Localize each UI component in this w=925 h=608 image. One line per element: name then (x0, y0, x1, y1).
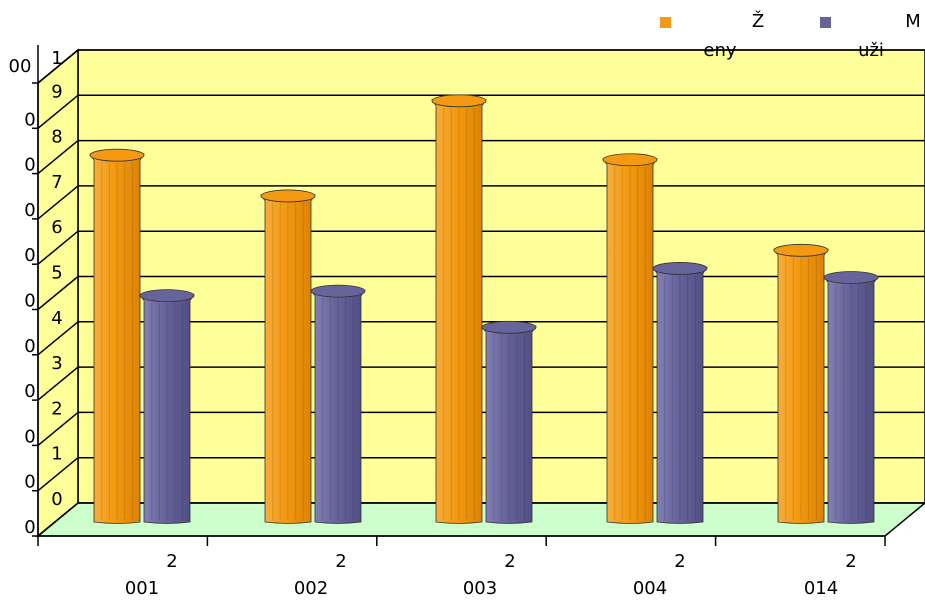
y-tick-label: 8 (51, 127, 62, 148)
axes (32, 45, 886, 546)
gridline-side (37, 321, 79, 356)
gridline-side (37, 457, 79, 492)
x-tick-label-top: 2 (674, 551, 685, 572)
bar (602, 153, 658, 524)
gridline-side (37, 94, 79, 129)
y-tick-label-side: 0 (24, 336, 35, 357)
x-tick-label-top: 2 (504, 551, 515, 572)
gridline-side (37, 502, 79, 537)
y-tick-label: 1 (51, 48, 62, 69)
bar-top (139, 289, 195, 303)
y-tick-label-side: 0 (24, 472, 35, 493)
y-tick-label: 4 (51, 308, 62, 329)
gridline-side (37, 140, 79, 175)
y-tick-label-side: 0 (24, 381, 35, 402)
bar (481, 320, 537, 524)
bar-body (823, 276, 879, 524)
y-tick-label: 7 (51, 172, 62, 193)
bars (89, 94, 879, 524)
legend-label: Ž (752, 10, 764, 32)
bar-top (89, 148, 145, 162)
x-tick-label-top: 2 (845, 551, 856, 572)
y-tick-label-side: 0 (24, 155, 35, 176)
gridline-side (37, 411, 79, 446)
bar-body (773, 248, 829, 524)
bar-top (310, 284, 366, 298)
x-tick-label-bottom: 014 (804, 578, 838, 599)
y-tick-label: 0 (51, 489, 62, 510)
legend-label-cont: eny (703, 40, 736, 61)
y-tick-label: 5 (51, 263, 62, 284)
y-tick-label-side: 0 (24, 426, 35, 447)
bar-body (260, 194, 316, 524)
bar (260, 189, 316, 524)
bar-top (773, 243, 829, 257)
bar (431, 94, 487, 524)
y-tick-label-side: 0 (24, 200, 35, 221)
y-tick-label: 9 (51, 81, 62, 102)
bar-body (431, 99, 487, 524)
gridline-side (37, 275, 79, 311)
bar (310, 284, 366, 524)
bar-top (823, 271, 879, 284)
bar-top (481, 320, 537, 334)
legend-label: M (905, 11, 921, 32)
y-tick-label-side: 0 (24, 517, 35, 538)
x-tick-label-top: 2 (335, 551, 346, 572)
bar-body (602, 158, 658, 524)
bar (823, 271, 879, 524)
y-tick-label-side: 0 (24, 291, 35, 312)
legend-label-cont: uži (858, 40, 884, 61)
x-tick-label-bottom: 002 (294, 578, 328, 599)
x-tick-label-bottom: 003 (463, 578, 497, 599)
gridline-side (37, 49, 79, 84)
y-tick-label-side: 0 (24, 109, 35, 130)
bar-top (602, 153, 658, 167)
y-tick-label-side: 0 (24, 245, 35, 266)
bar (652, 262, 708, 524)
bar-body (481, 325, 537, 524)
bar-top (260, 189, 316, 203)
x-tick-label-top: 2 (166, 551, 177, 572)
bar (773, 243, 829, 524)
gridline-side (37, 366, 79, 401)
bar-top (652, 262, 708, 275)
y-tick-label: 2 (51, 398, 62, 419)
y-tick-label: 3 (51, 353, 62, 374)
bar-top (431, 94, 487, 108)
x-tick-label-bottom: 004 (633, 578, 667, 599)
y-tick-label-side: 00 (9, 56, 32, 77)
bar-body (652, 267, 708, 524)
y-tick-label: 1 (51, 444, 62, 465)
x-tick-labels: 2 001 2 002 2 003 2 004 2 014 (125, 551, 857, 599)
bar-body (310, 289, 366, 524)
x-tick-label-bottom: 001 (125, 578, 159, 599)
legend-swatch (820, 17, 831, 28)
bar-body (89, 153, 145, 524)
gridline-side (37, 230, 79, 265)
legend-swatch (660, 17, 671, 28)
y-tick-label: 6 (51, 217, 62, 238)
bar (89, 148, 145, 524)
bar (139, 289, 195, 524)
gridline-side (37, 185, 79, 220)
bar-body (139, 294, 195, 524)
